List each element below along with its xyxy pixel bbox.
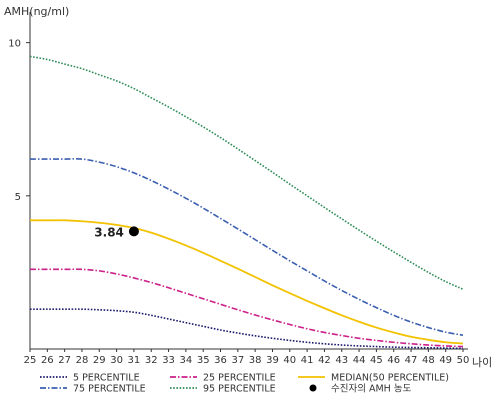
y-axis-title: AMH(ng/ml) — [4, 5, 69, 18]
legend-label-5-percentile: 5 PERCENTILE — [73, 373, 140, 384]
legend-label-95-percentile: 95 PERCENTILE — [203, 384, 276, 395]
x-ticks: 25 26 27 28 29 30 31 32 33 34 35 36 37 38 39 40 41 42 43 44… — [24, 349, 470, 366]
x-tick-label: 30 — [110, 355, 123, 366]
patient-marker: 3.84 — [94, 225, 139, 239]
x-tick-label: 40 — [283, 355, 296, 366]
legend: 5 PERCENTILE 25 PERCENTILE MEDIAN(50 PERCE… — [40, 373, 449, 395]
series-lines — [29, 55, 464, 350]
x-tick-label: 38 — [249, 355, 262, 366]
legend-label-median-50-percentile: MEDIAN(50 PERCENTILE) — [331, 373, 449, 384]
series-line-median-50-percentile — [30, 219, 464, 345]
x-tick-label: 42 — [318, 355, 331, 366]
x-tick-label: 26 — [41, 355, 54, 366]
patient-amh-point — [128, 226, 139, 237]
x-tick-label: 49 — [439, 355, 452, 366]
x-tick-label: 31 — [128, 355, 141, 366]
series-line-25-percentile — [30, 268, 464, 348]
x-tick-label: 34 — [180, 355, 193, 366]
series-line-5-percentile — [29, 308, 464, 350]
x-tick-label: 35 — [197, 355, 210, 366]
patient-amh-value-label: 3.84 — [94, 225, 124, 239]
legend-label-25-percentile: 25 PERCENTILE — [203, 373, 276, 384]
x-tick-label: 39 — [266, 355, 279, 366]
legend-label-75-percentile: 75 PERCENTILE — [73, 384, 146, 395]
x-tick-label: 50 — [457, 355, 470, 366]
x-tick-label: 28 — [76, 355, 89, 366]
x-tick-label: 45 — [370, 355, 383, 366]
y-tick-label: 5 — [15, 192, 21, 203]
x-tick-label: 27 — [58, 355, 71, 366]
x-tick-label: 36 — [214, 355, 227, 366]
x-tick-label: 48 — [422, 355, 435, 366]
x-tick-label: 43 — [335, 355, 348, 366]
x-tick-label: 33 — [162, 355, 175, 366]
x-tick-label: 41 — [301, 355, 314, 366]
x-tick-label: 46 — [387, 355, 400, 366]
legend-swatch-patient-amh — [309, 384, 317, 392]
y-ticks: 5 10 — [8, 39, 30, 203]
axes: AMH(ng/ml) 나이 — [4, 5, 492, 369]
x-tick-label: 25 — [24, 355, 37, 366]
legend-label-patient-amh: 수진자의 AMH 농도 — [331, 384, 412, 395]
x-tick-label: 29 — [93, 355, 106, 366]
series-line-95-percentile — [29, 55, 464, 290]
x-tick-label: 47 — [405, 355, 418, 366]
series-line-75-percentile — [30, 158, 464, 336]
x-tick-label: 32 — [145, 355, 158, 366]
y-tick-label: 10 — [8, 39, 21, 50]
x-tick-label: 44 — [353, 355, 366, 366]
x-axis-title: 나이 — [472, 356, 492, 369]
x-tick-label: 37 — [231, 355, 244, 366]
